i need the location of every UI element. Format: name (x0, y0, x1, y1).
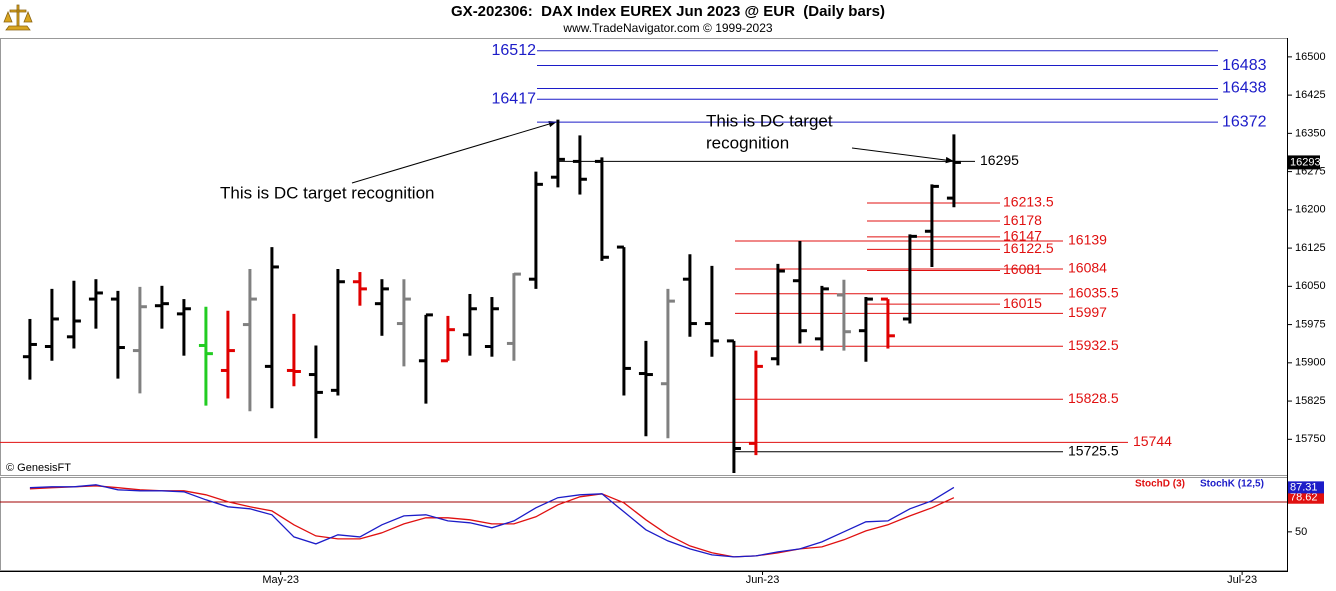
ohlc-bar (726, 339, 741, 473)
watermark: © GenesisFT (6, 462, 71, 474)
ohlc-bar (154, 285, 169, 329)
level-label: 16081 (1003, 261, 1042, 277)
ohlc-bar (924, 184, 939, 267)
level-label: 16438 (1222, 80, 1267, 97)
ohlc-bar (528, 171, 543, 289)
ohlc-bar (550, 119, 565, 188)
stoch-line (29, 484, 955, 558)
level-label: 16084 (1068, 260, 1107, 276)
ohlc-bar (836, 279, 851, 351)
ohlc-bar (418, 313, 433, 404)
ohlc-bar (440, 315, 455, 363)
logo (3, 4, 33, 31)
annotation: recognition (706, 133, 789, 152)
ohlc-bar (330, 268, 345, 396)
annotation-arrow (351, 120, 557, 184)
ohlc-bar (396, 279, 411, 367)
ohlc-bar (748, 350, 763, 456)
ohlc-bar (572, 135, 587, 195)
ohlc-bar (374, 279, 389, 336)
ohlc-bar (88, 279, 103, 329)
level-label: 15932.5 (1068, 337, 1119, 353)
ohlc-bar (616, 245, 631, 396)
ohlc-bar (132, 286, 147, 394)
legend-entry: StochK (12,5) (1200, 479, 1264, 490)
ohlc-bar (66, 280, 81, 349)
x-tick-label: Jun-23 (746, 574, 780, 586)
level-label: 16483 (1222, 57, 1267, 74)
ohlc-bar (792, 240, 807, 344)
ohlc-bar (814, 285, 829, 351)
level-label: 15997 (1068, 304, 1107, 320)
ohlc-bar (198, 306, 213, 406)
level-label: 16035.5 (1068, 284, 1119, 300)
ohlc-bar (484, 297, 499, 357)
y-tick-label: 15900 (1295, 357, 1326, 369)
level-label: 15828.5 (1068, 390, 1119, 406)
y-tick-label: 16125 (1295, 242, 1326, 254)
y-tick-label: 15750 (1295, 433, 1326, 445)
ohlc-bar (242, 268, 257, 412)
annotation: This is DC target (706, 111, 833, 130)
last-price-box (1288, 155, 1320, 170)
legend-entry: StochD (3) (1135, 479, 1185, 490)
level-label: 16213.5 (1003, 194, 1054, 210)
ohlc-bar (682, 254, 697, 337)
ohlc-bar (308, 345, 323, 439)
y-tick-label: 15825 (1295, 395, 1326, 407)
ohlc-bar (858, 297, 873, 362)
ohlc-bar (286, 313, 301, 387)
x-tick-label: Jul-23 (1227, 574, 1257, 586)
level-label: 16139 (1068, 232, 1107, 248)
ohlc-bar (638, 340, 653, 437)
level-label: 16372 (1222, 113, 1267, 130)
ohlc-bar (352, 272, 367, 306)
ohlc-bar (462, 293, 477, 356)
level-label: 16015 (1003, 295, 1042, 311)
y-tick-label: 50 (1295, 526, 1307, 538)
ohlc-bar (880, 297, 895, 349)
level-label: 16178 (1003, 212, 1042, 228)
y-tick-label: 16350 (1295, 127, 1326, 139)
level-label: 16512 (492, 42, 537, 59)
annotation: This is DC target recognition (220, 183, 434, 202)
ohlc-bar (594, 157, 609, 261)
value-box (1288, 491, 1324, 504)
last-price-label: 16293 (1290, 156, 1321, 168)
value-label: 78.62 (1290, 492, 1318, 504)
ohlc-bar (22, 318, 37, 380)
level-label: 16122.5 (1003, 240, 1054, 256)
ohlc-bar (946, 134, 961, 208)
x-tick-label: May-23 (262, 574, 299, 586)
ohlc-bar (264, 247, 279, 409)
ohlc-bar (220, 310, 235, 399)
annotation-arrow (851, 147, 954, 164)
level-label: 16147 (1003, 228, 1042, 244)
chart-subtitle: www.TradeNavigator.com © 1999-2023 (562, 21, 772, 35)
y-tick-label: 16050 (1295, 280, 1326, 292)
level-label: 16295 (980, 152, 1019, 168)
value-box (1288, 481, 1324, 494)
y-tick-label: 16200 (1295, 204, 1326, 216)
level-label: 16417 (492, 90, 537, 107)
level-label: 15744 (1133, 433, 1172, 449)
ohlc-bar (110, 290, 125, 379)
ohlc-bar (660, 288, 675, 439)
level-label: 15725.5 (1068, 443, 1119, 459)
ohlc-bar (770, 263, 785, 366)
ohlc-bar (506, 272, 521, 361)
y-tick-label: 16425 (1295, 89, 1326, 101)
value-label: 87.31 (1290, 481, 1318, 493)
y-tick-label: 15975 (1295, 318, 1326, 330)
y-tick-label: 16500 (1295, 51, 1326, 63)
chart-title: GX-202306: DAX Index EUREX Jun 2023 @ EU… (451, 3, 885, 20)
ohlc-bar (704, 265, 719, 357)
ohlc-bar (176, 299, 191, 356)
ohlc-bar (44, 288, 59, 361)
ohlc-bar (902, 234, 917, 324)
